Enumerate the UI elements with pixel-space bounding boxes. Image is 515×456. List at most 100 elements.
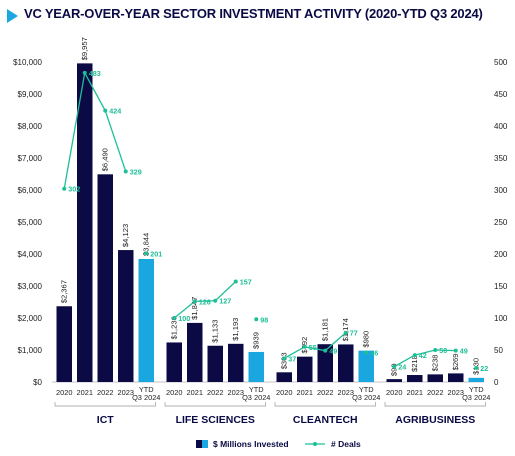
x-tick-label: 2023 — [448, 388, 464, 397]
y-right-tick-label: 400 — [494, 122, 508, 131]
x-tick-label: 2023 — [228, 388, 244, 397]
y-left-tick-label: $8,000 — [18, 122, 43, 131]
deals-line — [173, 281, 237, 319]
deals-value-label: 201 — [150, 249, 162, 258]
y-left-tick-label: $7,000 — [18, 154, 43, 163]
deals-point — [192, 299, 197, 304]
bar-value-label: $6,490 — [101, 148, 110, 171]
deals-value-label: 24 — [398, 363, 406, 372]
deals-point — [412, 353, 417, 358]
bar-value-label: $9,957 — [80, 37, 89, 60]
bar-value-label: $1,236 — [170, 316, 179, 339]
deals-value-label: 55 — [309, 343, 317, 352]
y-right-tick-label: 250 — [494, 218, 508, 227]
deals-value-label: 483 — [89, 69, 101, 78]
bar — [56, 306, 72, 382]
y-left-tick-label: $1,000 — [18, 346, 43, 355]
bar-value-label: $90 — [390, 363, 399, 376]
x-tick-label: 2020 — [386, 388, 402, 397]
deals-point — [254, 317, 259, 322]
deals-point — [213, 298, 218, 303]
bar — [297, 356, 313, 382]
group-label: AGRIBUSINESS — [395, 414, 475, 426]
deals-value-label: 127 — [219, 297, 231, 306]
deals-line — [393, 349, 456, 368]
x-tick-label: 2022 — [97, 388, 113, 397]
y-right-tick-label: 350 — [494, 154, 508, 163]
deals-point — [103, 108, 108, 113]
y-left-tick-label: $6,000 — [18, 186, 43, 195]
legend-label-deals: # Deals — [331, 439, 361, 449]
deals-point — [282, 356, 287, 361]
group-label: CLEANTECH — [293, 414, 358, 426]
group-bracket — [274, 402, 376, 407]
deals-point — [392, 364, 397, 369]
y-right-tick-label: 100 — [494, 314, 508, 323]
y-left-tick-label: $2,000 — [18, 314, 43, 323]
deals-value-label: 126 — [199, 297, 211, 306]
deals-point — [144, 251, 149, 256]
deals-point — [62, 186, 67, 191]
x-tick-label: 2020 — [276, 388, 292, 397]
x-tick-label: YTD Q3 2024 — [352, 385, 380, 402]
deals-value-label: 302 — [68, 185, 80, 194]
y-left-tick-label: $0 — [33, 378, 42, 387]
x-tick-label: 2022 — [207, 388, 223, 397]
bar — [448, 373, 464, 382]
x-tick-label: 2021 — [187, 388, 203, 397]
deals-point — [82, 70, 87, 75]
deals-point — [233, 279, 238, 284]
deals-point — [123, 169, 128, 174]
title-row: VC YEAR-OVER-YEAR SECTOR INVESTMENT ACTI… — [0, 0, 515, 30]
bar-value-label: $2,367 — [60, 280, 69, 303]
x-tick-label: YTD Q3 2024 — [242, 385, 270, 402]
deals-point — [364, 350, 369, 355]
bar — [166, 342, 182, 382]
x-tick-label: 2023 — [118, 388, 134, 397]
deals-line — [283, 332, 347, 359]
y-right-tick-label: 450 — [494, 90, 508, 99]
x-tick-label: 2021 — [407, 388, 423, 397]
deals-point — [343, 330, 348, 335]
bar-value-label: $939 — [252, 332, 261, 349]
deals-value-label: 50 — [439, 346, 447, 355]
x-tick-label: 2023 — [338, 388, 354, 397]
bar — [97, 174, 113, 382]
y-left-tick-label: $3,000 — [18, 282, 43, 291]
group-bracket — [54, 402, 156, 407]
bar — [407, 375, 423, 382]
deals-value-label: 98 — [260, 315, 268, 324]
x-tick-label: 2021 — [77, 388, 93, 397]
legend-label-invested: $ Millions Invested — [213, 439, 289, 449]
y-right-tick-label: 300 — [494, 186, 508, 195]
bar-value-label: $4,123 — [121, 224, 130, 247]
bar-value-label: $1,133 — [211, 320, 220, 343]
group-bracket — [164, 402, 266, 407]
bar-value-label: $1,181 — [321, 318, 330, 341]
y-right-tick-label: 200 — [494, 250, 508, 259]
x-tick-label: 2020 — [56, 388, 72, 397]
group-label: ICT — [97, 414, 115, 426]
deals-value-label: 329 — [130, 167, 142, 176]
legend-marker-deals — [313, 442, 317, 446]
deals-point — [172, 316, 177, 320]
deals-value-label: 42 — [419, 351, 427, 360]
x-tick-label: YTD Q3 2024 — [462, 385, 490, 402]
deals-point — [453, 348, 458, 353]
deals-value-label: 157 — [240, 278, 252, 287]
deals-point — [302, 344, 307, 349]
title-triangle-icon — [7, 9, 18, 23]
bar — [427, 374, 443, 382]
deals-point — [323, 348, 328, 353]
deals-value-label: 49 — [329, 347, 337, 356]
bar-value-label: $1,193 — [231, 318, 240, 341]
legend-swatch-invested-ytd — [202, 440, 208, 448]
deals-value-label: 100 — [178, 314, 190, 323]
chart-title: VC YEAR-OVER-YEAR SECTOR INVESTMENT ACTI… — [24, 6, 483, 21]
y-right-tick-label: 500 — [494, 58, 508, 67]
x-tick-label: 2022 — [427, 388, 443, 397]
x-tick-label: 2021 — [297, 388, 313, 397]
bar-value-label: $218 — [410, 355, 419, 372]
x-tick-label: 2022 — [317, 388, 333, 397]
